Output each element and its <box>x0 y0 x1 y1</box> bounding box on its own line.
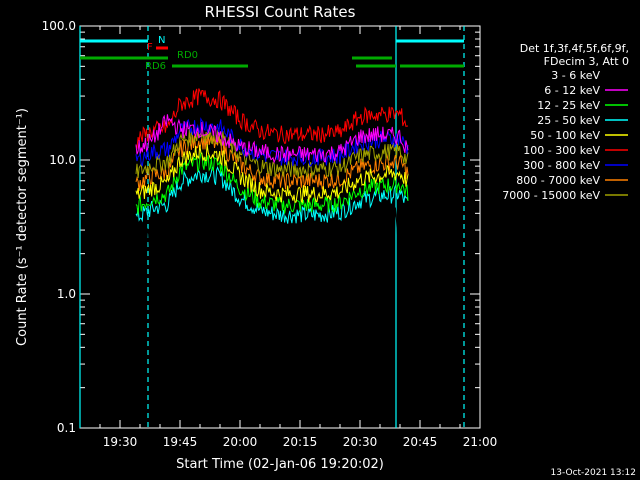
reference-lines <box>79 26 465 428</box>
axis-ticks: 19:30 19:45 20:00 20:15 20:30 20:45 21:00 0.1 1.… <box>42 19 498 449</box>
x-axis-label: Start Time (02-Jan-06 19:20:02) <box>176 457 384 472</box>
series-line <box>135 88 409 149</box>
x-tick-label: 20:45 <box>403 435 438 449</box>
state-bar-label: RD6 <box>145 61 166 72</box>
state-bar-label: F <box>147 42 153 53</box>
legend-entry-label: 50 - 100 keV <box>530 129 600 142</box>
x-tick-label: 20:00 <box>223 435 258 449</box>
footer-timestamp: 13-Oct-2021 13:12 <box>551 468 636 478</box>
series-line <box>135 152 409 215</box>
legend-entry-label: 7000 - 15000 keV <box>502 189 600 202</box>
legend-header: FDecim 3, Att 0 <box>544 55 629 68</box>
y-tick-label: 0.1 <box>57 421 76 435</box>
y-axis-label: Count Rate (s⁻¹ detector segment⁻¹) <box>15 108 30 346</box>
legend-entry-label: 3 - 6 keV <box>551 69 600 82</box>
series-line <box>135 144 409 204</box>
state-bars: NF RD0 RD6 <box>80 35 464 72</box>
legend-entry-label: 100 - 300 keV <box>523 144 600 157</box>
legend: Det 1f,3f,4f,5f,6f,9f,FDecim 3, Att 03 -… <box>502 42 629 202</box>
series-line <box>135 114 409 164</box>
chart-title: RHESSI Count Rates <box>205 3 356 21</box>
legend-entry-label: 800 - 7000 keV <box>516 174 600 187</box>
legend-entry-label: 300 - 800 keV <box>523 159 600 172</box>
series-line <box>135 166 409 286</box>
state-bar-label: N <box>158 35 165 46</box>
y-tick-label: 1.0 <box>57 287 76 301</box>
x-tick-label: 21:00 <box>463 435 498 449</box>
x-tick-label: 19:30 <box>103 435 138 449</box>
state-bar-label: RD0 <box>177 50 198 61</box>
series-layer <box>135 88 409 286</box>
legend-entry-label: 6 - 12 keV <box>544 84 600 97</box>
series-line <box>135 117 409 167</box>
legend-entry-label: 25 - 50 keV <box>537 114 600 127</box>
legend-header: Det 1f,3f,4f,5f,6f,9f, <box>520 42 629 55</box>
x-tick-label: 20:15 <box>283 435 318 449</box>
x-tick-label: 20:30 <box>343 435 378 449</box>
y-tick-label: 10.0 <box>49 153 76 167</box>
series-line <box>135 127 409 179</box>
x-tick-label: 19:45 <box>163 435 198 449</box>
y-tick-label: 100.0 <box>42 19 76 33</box>
legend-entry-label: 12 - 25 keV <box>537 99 600 112</box>
plot-frame <box>79 25 481 429</box>
